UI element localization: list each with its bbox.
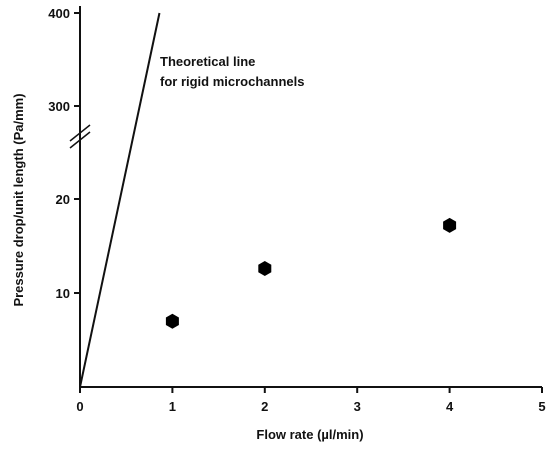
x-tick-label: 3	[354, 399, 361, 414]
y-axis-title: Pressure drop/unit length (Pa/mm)	[11, 93, 26, 306]
theoretical-line	[79, 12, 161, 388]
x-tick-label: 4	[446, 399, 454, 414]
data-point	[443, 217, 457, 233]
x-axis-title: Flow rate (µl/min)	[256, 427, 363, 442]
axes	[69, 6, 542, 388]
y-tick-label: 10	[56, 286, 70, 301]
marks	[79, 12, 457, 388]
ticks: 0 1 2 3 4 5 10 20 300 400	[48, 6, 545, 414]
x-tick-label: 1	[169, 399, 176, 414]
theory-annotation-line2: for rigid microchannels	[160, 74, 304, 89]
x-tick-label: 0	[76, 399, 83, 414]
data-point	[258, 261, 272, 277]
theory-annotation-line1: Theoretical line	[160, 54, 255, 69]
y-tick-label: 300	[48, 99, 70, 114]
x-tick-label: 5	[538, 399, 545, 414]
y-axis-break-mark	[69, 124, 91, 142]
y-tick-label: 400	[48, 6, 70, 21]
y-axis-break-mark	[69, 131, 91, 149]
y-tick-label: 20	[56, 192, 70, 207]
data-point	[165, 313, 179, 329]
x-tick-label: 2	[261, 399, 268, 414]
